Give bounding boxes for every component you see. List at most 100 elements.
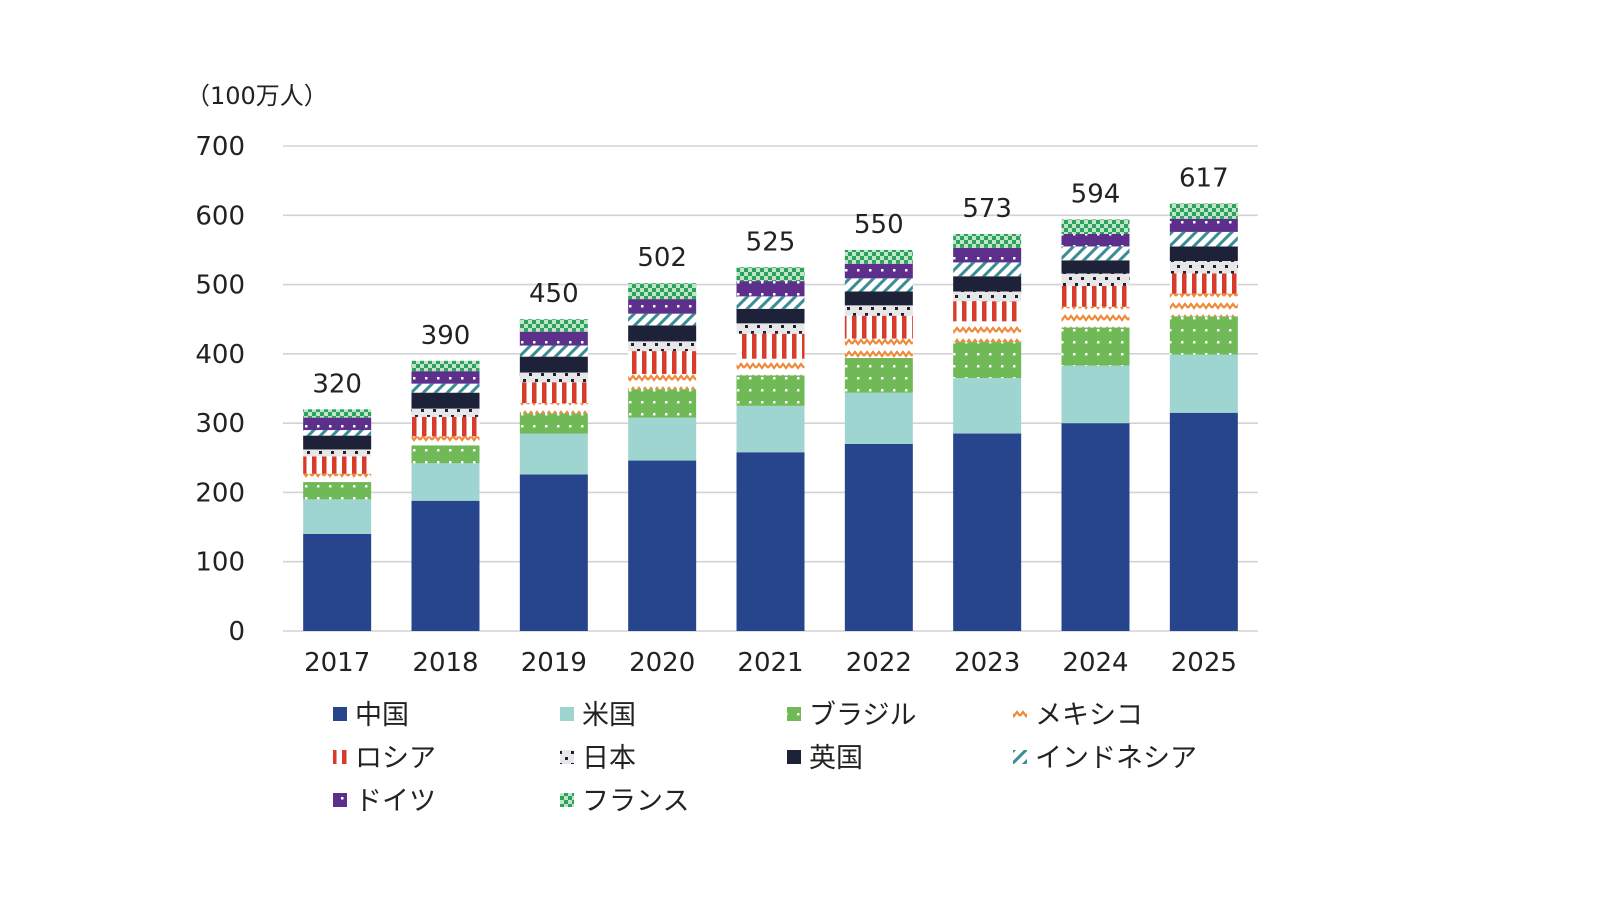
total-label-2025: 617 bbox=[1179, 164, 1229, 194]
legend-item-russia: ロシア bbox=[333, 743, 436, 774]
bar-segment-germany-2023 bbox=[953, 247, 1022, 263]
bar-segment-mexico-2021 bbox=[736, 358, 805, 376]
bar-segment-russia-2025 bbox=[1169, 273, 1238, 294]
legend-item-uk: 英国 bbox=[787, 743, 863, 774]
legend-label-uk: 英国 bbox=[809, 743, 863, 774]
bar-segment-indonesia-2022 bbox=[844, 278, 913, 292]
total-label-2021: 525 bbox=[746, 227, 796, 257]
bar-segment-uk-2020 bbox=[628, 325, 697, 342]
x-tick-label-2021: 2021 bbox=[737, 648, 803, 678]
total-label-2022: 550 bbox=[854, 210, 904, 240]
bar-segment-usa-2023 bbox=[953, 378, 1022, 434]
legend-label-china: 中国 bbox=[355, 700, 409, 731]
legend-item-indonesia: インドネシア bbox=[1013, 743, 1197, 774]
x-tick-label-2024: 2024 bbox=[1062, 648, 1128, 678]
legend-label-mexico: メキシコ bbox=[1035, 700, 1143, 731]
legend-item-france: フランス bbox=[560, 786, 689, 817]
bar-segment-germany-2018 bbox=[411, 371, 480, 384]
bar-segment-france-2025 bbox=[1169, 203, 1238, 219]
bar-segment-japan-2019 bbox=[519, 372, 588, 383]
total-label-2024: 594 bbox=[1071, 179, 1121, 209]
bar-segment-uk-2019 bbox=[519, 356, 588, 373]
legend-label-indonesia: インドネシア bbox=[1035, 743, 1197, 774]
legend-swatch-mexico bbox=[1013, 707, 1027, 721]
bar-segment-uk-2017 bbox=[303, 435, 372, 450]
bar-segment-germany-2020 bbox=[628, 299, 697, 314]
bar-stack-2024 bbox=[1061, 219, 1130, 631]
bar-segment-france-2022 bbox=[844, 249, 913, 264]
bar-segment-brazil-2024 bbox=[1061, 327, 1130, 366]
bar-segment-russia-2022 bbox=[844, 315, 913, 339]
bar-segment-usa-2018 bbox=[411, 463, 480, 501]
x-tick-label-2018: 2018 bbox=[412, 648, 478, 678]
bar-segment-brazil-2023 bbox=[953, 342, 1022, 379]
bar-segment-russia-2018 bbox=[411, 416, 480, 437]
bar-stack-2023 bbox=[953, 233, 1022, 631]
bar-segment-brazil-2020 bbox=[628, 389, 697, 418]
bar-segment-brazil-2022 bbox=[844, 358, 913, 393]
bar-segment-uk-2025 bbox=[1169, 246, 1238, 262]
bar-stack-2022 bbox=[844, 249, 913, 631]
bar-segment-mexico-2020 bbox=[628, 373, 697, 390]
legend-swatch-russia bbox=[333, 750, 347, 764]
bar-segment-germany-2019 bbox=[519, 331, 588, 346]
bar-segment-indonesia-2023 bbox=[953, 262, 1022, 277]
legend-label-russia: ロシア bbox=[355, 743, 436, 774]
bar-segment-france-2017 bbox=[303, 409, 372, 418]
bar-segment-mexico-2019 bbox=[519, 403, 588, 414]
bar-stack-2017 bbox=[303, 409, 372, 631]
legend-swatch-uk bbox=[787, 750, 801, 764]
legend-swatch-brazil bbox=[787, 707, 801, 721]
legend-item-china: 中国 bbox=[333, 700, 409, 731]
bar-segment-uk-2023 bbox=[953, 276, 1022, 292]
bar-segment-germany-2025 bbox=[1169, 218, 1238, 232]
bar-segment-japan-2018 bbox=[411, 408, 480, 417]
x-tick-label-2019: 2019 bbox=[521, 648, 587, 678]
total-label-2023: 573 bbox=[962, 194, 1012, 224]
y-axis-ticks: 0 100 200 300 400 500 600 700 bbox=[195, 132, 245, 647]
x-tick-label-2023: 2023 bbox=[954, 648, 1020, 678]
bar-segment-usa-2024 bbox=[1061, 365, 1130, 424]
bar-segment-china-2025 bbox=[1169, 412, 1238, 631]
x-tick-label-2017: 2017 bbox=[304, 648, 370, 678]
bar-stack-2019 bbox=[519, 319, 588, 631]
bar-segment-mexico-2023 bbox=[953, 321, 1022, 343]
bars bbox=[303, 203, 1238, 631]
bar-segment-russia-2020 bbox=[628, 351, 697, 374]
bar-segment-uk-2018 bbox=[411, 392, 480, 409]
bar-segment-brazil-2019 bbox=[519, 413, 588, 434]
bar-segment-germany-2024 bbox=[1061, 233, 1130, 247]
x-axis-ticks: 2017 2018 2019 2020 2021 2022 2023 2024 2025 bbox=[304, 648, 1237, 678]
y-tick-label: 600 bbox=[195, 201, 245, 231]
x-tick-label-2025: 2025 bbox=[1171, 648, 1237, 678]
bar-segment-japan-2023 bbox=[953, 291, 1022, 302]
bar-segment-germany-2022 bbox=[844, 263, 913, 279]
bar-segment-china-2019 bbox=[519, 474, 588, 631]
legend-swatch-indonesia bbox=[1013, 750, 1027, 764]
total-label-2018: 390 bbox=[421, 321, 471, 351]
legend-label-germany: ドイツ bbox=[355, 786, 436, 817]
y-tick-label: 0 bbox=[228, 617, 245, 647]
bar-segment-usa-2017 bbox=[303, 499, 372, 534]
bar-segment-uk-2024 bbox=[1061, 260, 1130, 274]
bar-segment-france-2019 bbox=[519, 319, 588, 332]
bar-segment-mexico-2022 bbox=[844, 338, 913, 359]
y-tick-label: 400 bbox=[195, 340, 245, 370]
bar-segment-china-2017 bbox=[303, 534, 372, 631]
x-tick-label-2022: 2022 bbox=[846, 648, 912, 678]
legend-item-usa: 米国 bbox=[560, 700, 636, 731]
legend-label-brazil: ブラジル bbox=[809, 700, 916, 731]
legend-label-france: フランス bbox=[582, 786, 689, 817]
total-label-2020: 502 bbox=[637, 243, 687, 273]
bar-segment-japan-2021 bbox=[736, 323, 805, 334]
bar-segment-uk-2022 bbox=[844, 291, 913, 306]
legend-swatch-germany bbox=[333, 793, 347, 807]
bar-segment-mexico-2025 bbox=[1169, 293, 1238, 317]
bar-segment-japan-2024 bbox=[1061, 273, 1130, 286]
bar-segment-france-2024 bbox=[1061, 219, 1130, 234]
bar-segment-usa-2020 bbox=[628, 417, 697, 461]
y-tick-label: 700 bbox=[195, 132, 245, 162]
bar-segment-usa-2022 bbox=[844, 392, 913, 444]
bar-segment-china-2024 bbox=[1061, 423, 1130, 631]
